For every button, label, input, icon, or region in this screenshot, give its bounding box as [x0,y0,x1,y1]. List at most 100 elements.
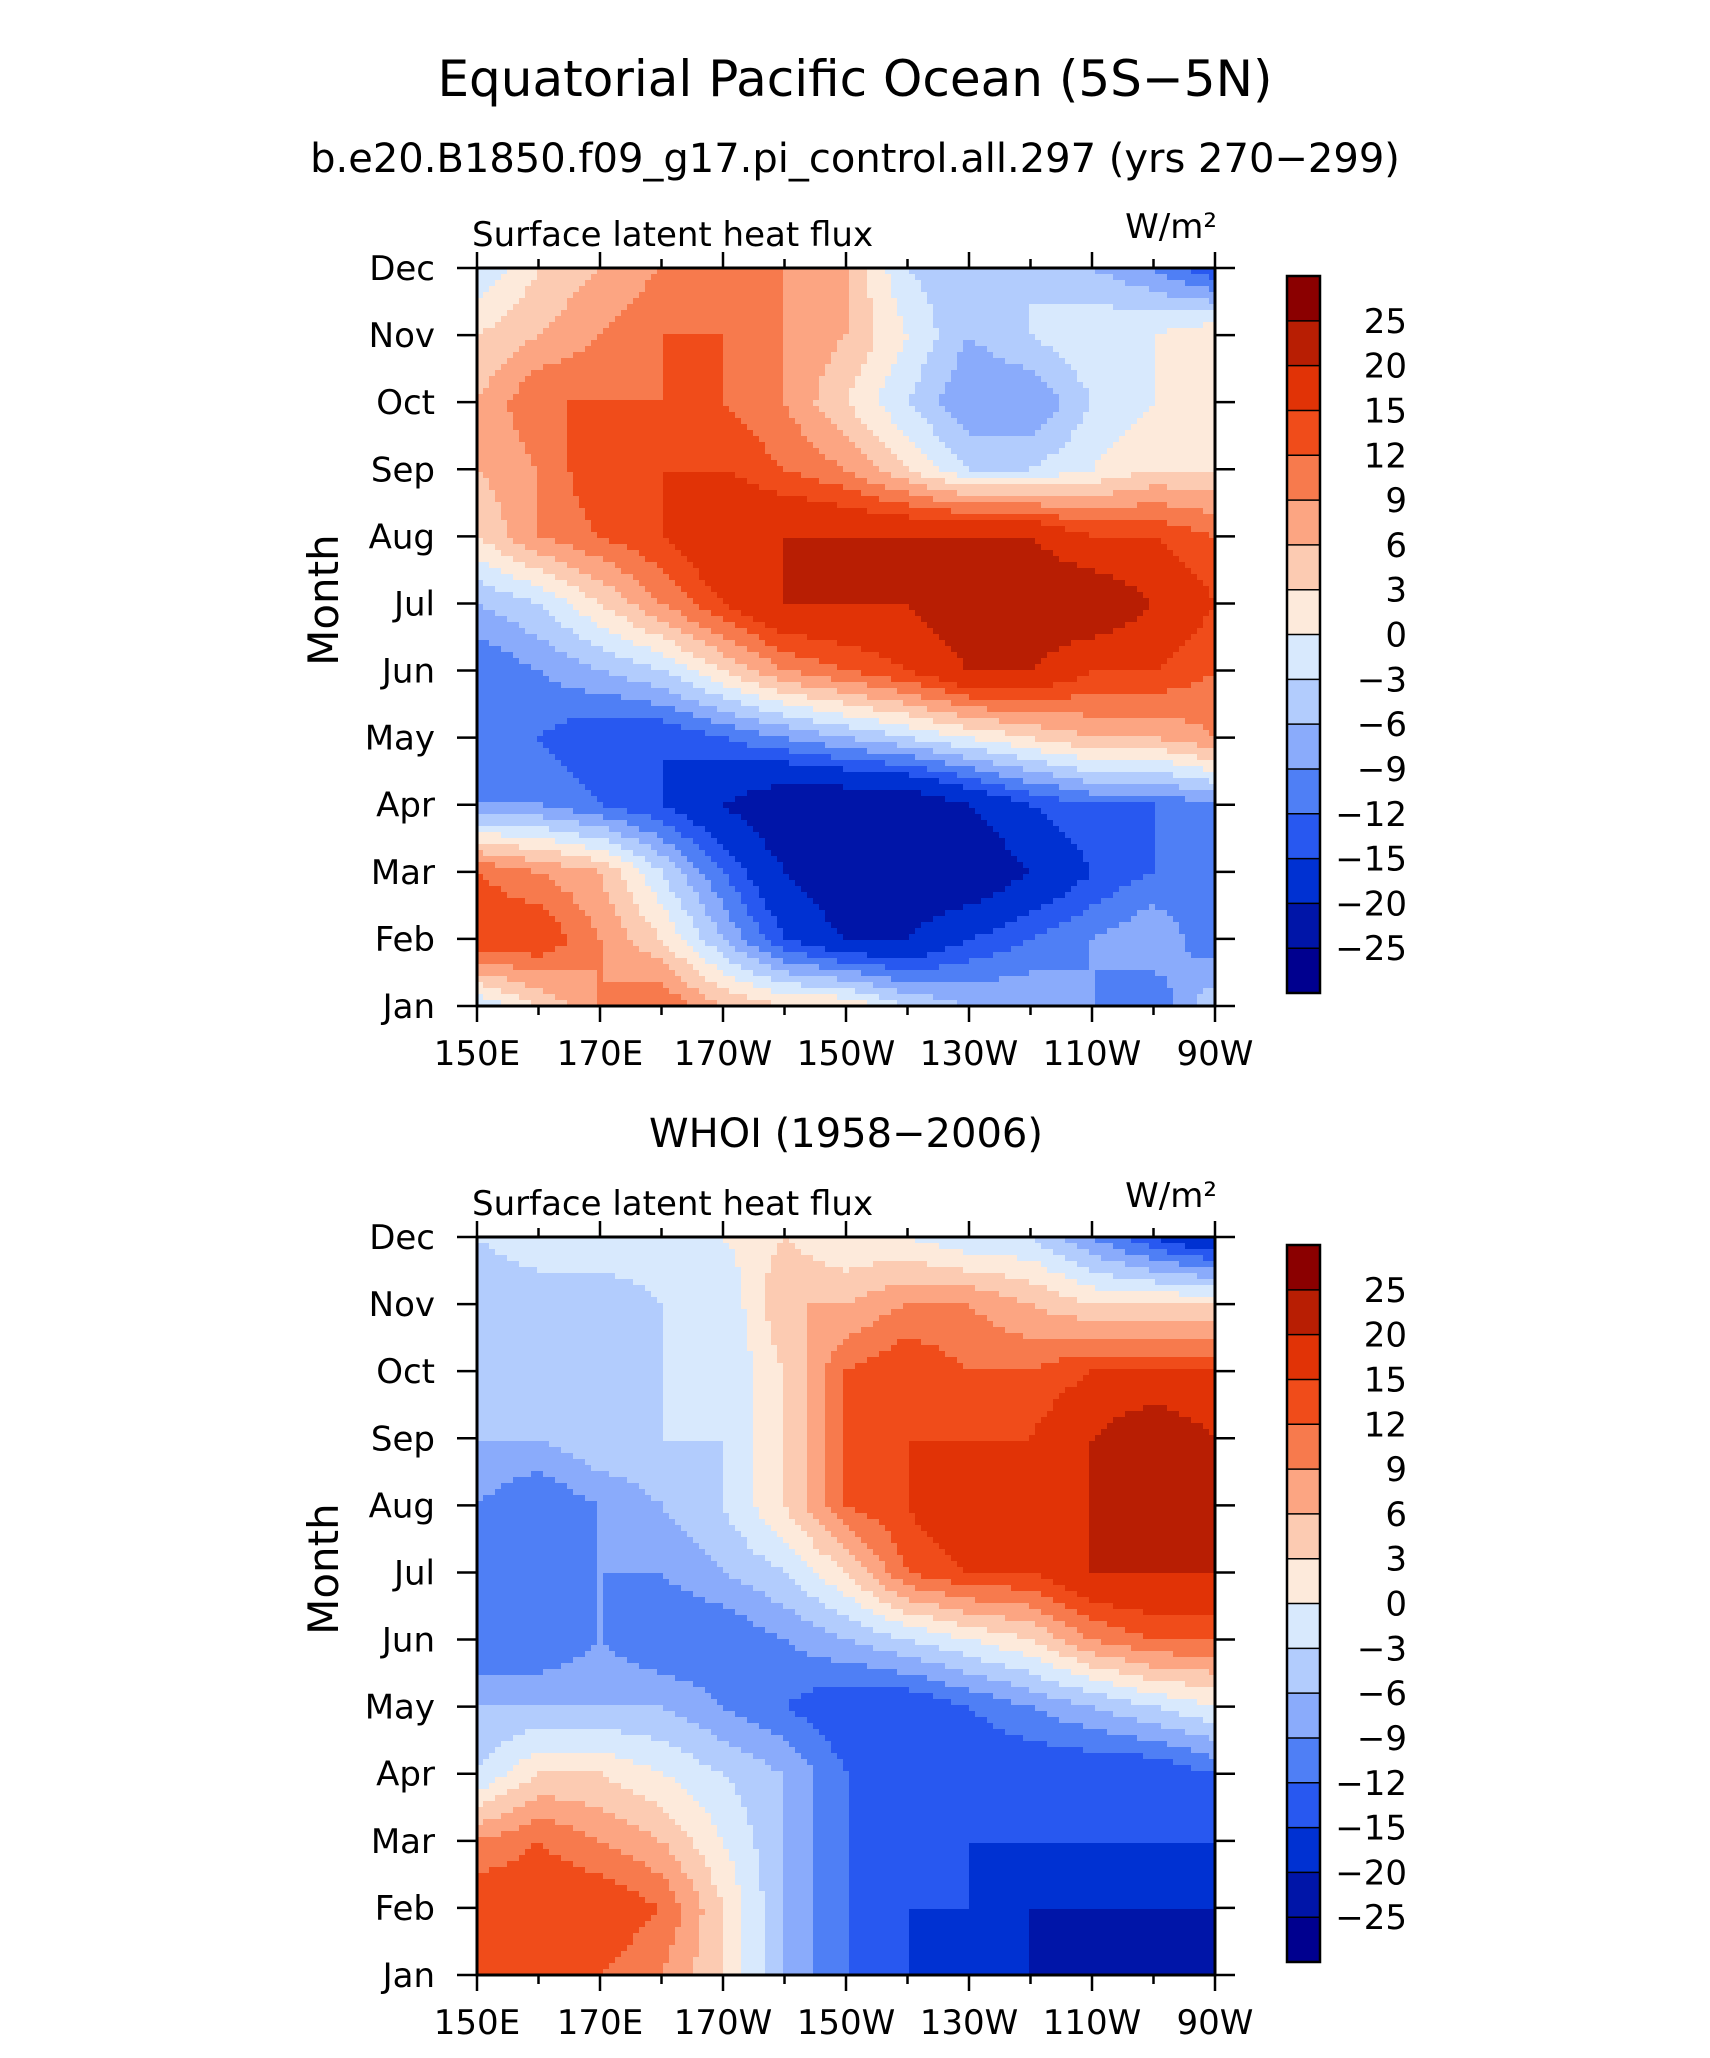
heatmap-cell [1035,310,1041,316]
heatmap-cell [639,274,645,280]
heatmap-cell [615,364,621,370]
heatmap-cell [501,454,507,460]
heatmap-cell [1185,382,1191,388]
heatmap-cell [1047,394,1053,400]
heatmap-cell [771,472,777,478]
heatmap-cell [951,334,957,340]
heatmap-cell [945,346,951,352]
heatmap-cell [1119,478,1125,484]
heatmap-cell [915,340,921,346]
heatmap-cell [519,400,525,406]
heatmap-cell [1191,424,1197,430]
heatmap-cell [1107,454,1113,460]
heatmap-cell [495,442,501,448]
heatmap-cell [933,364,939,370]
heatmap-cell [1107,370,1113,376]
heatmap-cell [633,310,639,316]
heatmap-cell [801,292,807,298]
heatmap-cell [1125,502,1131,508]
heatmap-cell [963,400,969,406]
heatmap-cell [975,316,981,322]
heatmap-cell [663,508,669,514]
heatmap-cell [675,310,681,316]
heatmap-cell [543,442,549,448]
heatmap-cell [543,502,549,508]
heatmap-cell [861,274,867,280]
heatmap-cell [813,358,819,364]
heatmap-cell [489,412,495,418]
heatmap-cell [1035,424,1041,430]
heatmap-cell [981,430,987,436]
heatmap-cell [573,274,579,280]
heatmap-cell [1041,352,1047,358]
heatmap-cell [1065,382,1071,388]
heatmap-cell [879,496,885,502]
heatmap-cell [1131,472,1137,478]
heatmap-cell [873,334,879,340]
heatmap-cell [1023,346,1029,352]
heatmap-cell [735,328,741,334]
heatmap-cell [1155,412,1161,418]
heatmap-cell [591,484,597,490]
heatmap-cell [735,430,741,436]
heatmap-cell [927,328,933,334]
heatmap-cell [771,502,777,508]
heatmap-cell [951,328,957,334]
heatmap-cell [669,316,675,322]
heatmap-cell [729,496,735,502]
heatmap-cell [1053,358,1059,364]
heatmap-cell [981,502,987,508]
heatmap-cell [819,448,825,454]
heatmap-cell [831,418,837,424]
heatmap-cell [1101,304,1107,310]
heatmap-cell [873,508,879,514]
heatmap-cell [903,364,909,370]
heatmap-cell [987,448,993,454]
heatmap-cell [705,358,711,364]
heatmap-cell [1119,496,1125,502]
heatmap-cell [621,430,627,436]
heatmap-cell [795,502,801,508]
heatmap-cell [909,472,915,478]
heatmap-cell [723,442,729,448]
heatmap-cell [1179,316,1185,322]
heatmap-cell [933,316,939,322]
heatmap-cell [807,436,813,442]
heatmap-cell [591,466,597,472]
heatmap-cell [507,274,513,280]
heatmap-cell [1029,376,1035,382]
heatmap-cell [771,280,777,286]
heatmap-cell [585,502,591,508]
heatmap-cell [597,358,603,364]
heatmap-cell [735,502,741,508]
heatmap-cell [1095,400,1101,406]
heatmap-cell [585,346,591,352]
heatmap-cell [771,418,777,424]
heatmap-cell [1155,496,1161,502]
heatmap-cell [645,412,651,418]
heatmap-cell [813,484,819,490]
heatmap-cell [927,430,933,436]
heatmap-cell [1083,376,1089,382]
heatmap-cell [1119,274,1125,280]
heatmap-cell [921,448,927,454]
heatmap-cell [1179,364,1185,370]
heatmap-cell [483,442,489,448]
heatmap-cell [915,346,921,352]
heatmap-cell [897,334,903,340]
heatmap-cell [819,316,825,322]
heatmap-cell [909,490,915,496]
heatmap-cell [525,352,531,358]
heatmap-cell [1197,316,1203,322]
heatmap-cell [783,472,789,478]
heatmap-cell [627,352,633,358]
heatmap-cell [921,490,927,496]
heatmap-cell [531,478,537,484]
heatmap-cell [897,490,903,496]
heatmap-cell [903,358,909,364]
heatmap-cell [639,430,645,436]
heatmap-cell [735,472,741,478]
heatmap-cell [981,454,987,460]
heatmap-cell [1041,304,1047,310]
heatmap-cell [579,382,585,388]
